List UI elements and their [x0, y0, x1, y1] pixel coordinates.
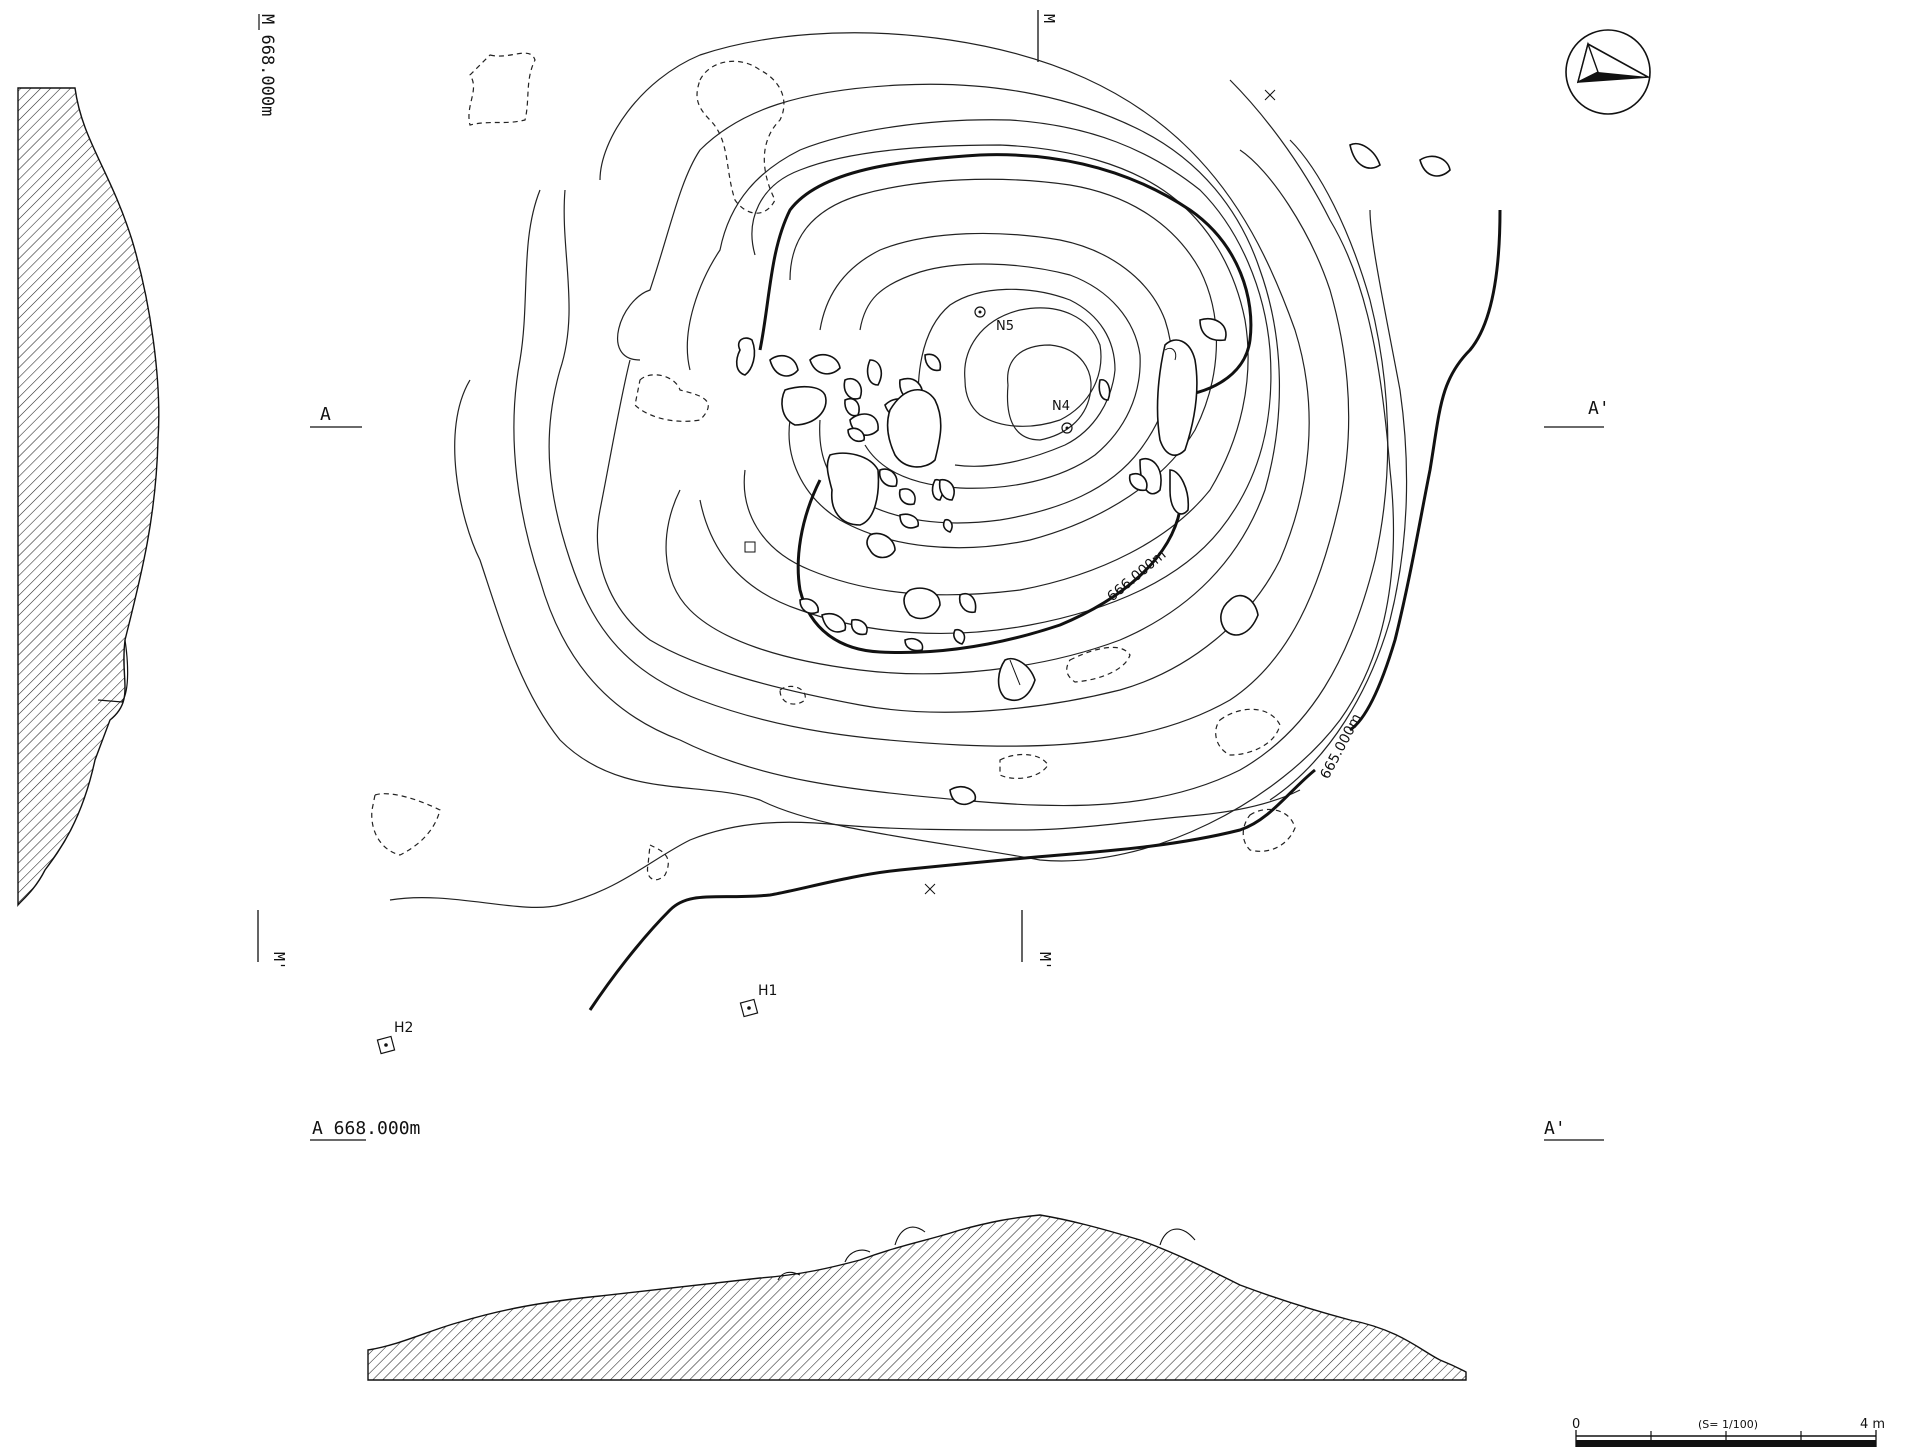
profile-a-level-label: A 668.000m — [310, 1118, 420, 1141]
survey-point-h1: H1 — [739, 983, 777, 1018]
svg-text:M': M' — [1036, 952, 1054, 970]
contour-lines — [389, 32, 1408, 908]
m-prime-marker-left: M' — [257, 910, 288, 970]
profile-a-section — [367, 1214, 1467, 1381]
scale-bar: 0 (S= 1/100) 4 m — [1572, 1417, 1885, 1447]
index-contours — [588, 153, 1502, 1011]
scale-bar-end: 4 m — [1860, 1417, 1885, 1432]
m-marker-top: M — [1037, 10, 1058, 62]
svg-text:A': A' — [1544, 1118, 1566, 1139]
contour-label-666: 666.000m — [1104, 547, 1169, 605]
profile-m-level-label: M 668.000m — [257, 14, 277, 116]
survey-point-h2: H2 — [376, 1020, 413, 1055]
svg-text:A: A — [320, 404, 331, 425]
profile-m-section — [17, 87, 160, 907]
section-a-prime-marker: A' — [1544, 398, 1610, 428]
section-a-marker: A — [310, 404, 362, 428]
svg-text:H1: H1 — [758, 983, 777, 999]
north-arrow-icon — [1565, 29, 1651, 115]
scale-bar-ratio: (S= 1/100) — [1698, 1418, 1758, 1431]
svg-text:A': A' — [1588, 398, 1610, 419]
survey-point-n5: N5 — [974, 306, 1014, 334]
m-prime-marker-right: M' — [1021, 910, 1054, 970]
contour-label-665: 665.000m — [1317, 711, 1365, 782]
svg-text:H2: H2 — [394, 1020, 413, 1036]
profile-a-prime-label: A' — [1544, 1118, 1604, 1141]
survey-point-n4: N4 — [1052, 399, 1073, 434]
svg-text:M: M — [1040, 14, 1058, 23]
svg-text:N5: N5 — [996, 319, 1014, 334]
small-markers — [744, 89, 1276, 895]
stone-cluster — [735, 143, 1451, 806]
dashed-features — [371, 52, 1296, 881]
svg-text:M': M' — [270, 952, 288, 970]
svg-text:N4: N4 — [1052, 399, 1070, 414]
svg-text:A 668.000m: A 668.000m — [312, 1118, 420, 1139]
svg-text:M 668.000m: M 668.000m — [257, 14, 277, 116]
scale-bar-start: 0 — [1572, 1417, 1580, 1432]
